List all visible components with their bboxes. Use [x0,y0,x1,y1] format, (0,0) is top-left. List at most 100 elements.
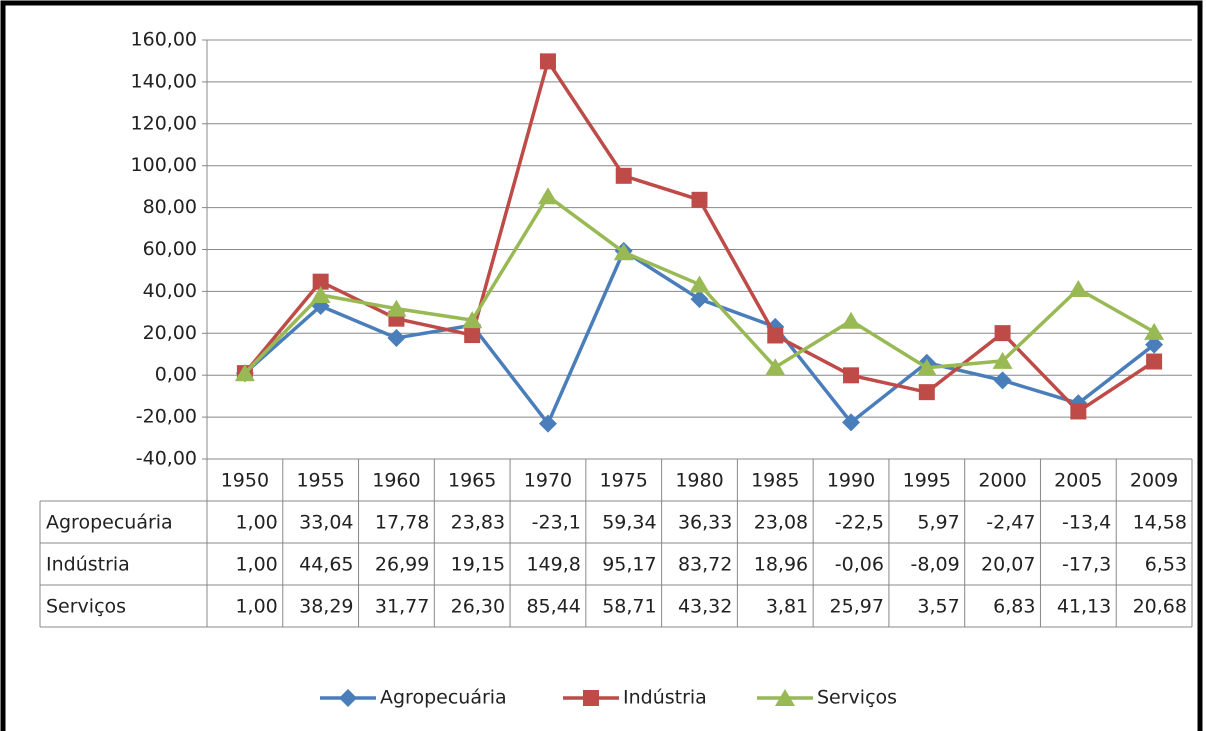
table-cell: 18,96 [754,554,808,576]
x-tick-label: 1975 [600,470,648,492]
marker [615,167,632,184]
legend-label: Indústria [623,687,707,709]
x-tick-label: 1980 [675,470,723,492]
y-tick-label: 20,00 [143,322,197,344]
table-cell: 20,68 [1133,596,1187,618]
marker [916,358,937,376]
marker [992,351,1013,369]
marker [464,327,481,344]
marker [767,327,784,344]
table-cell: 31,77 [375,596,429,618]
table-cell: 95,17 [602,554,656,576]
x-tick-label: 1985 [751,470,799,492]
x-tick-label: 1990 [827,470,875,492]
table-cell: 3,57 [917,596,959,618]
table-cell: 41,13 [1057,596,1111,618]
table-cell: 1,00 [235,596,277,618]
marker [994,325,1011,342]
y-tick-label: 80,00 [143,196,197,218]
marker [918,384,935,401]
table-cell: -2,47 [986,512,1035,534]
marker [539,53,556,70]
table-cell: 3,81 [766,596,808,618]
x-tick-label: 1950 [221,470,269,492]
table-cell: 59,34 [602,512,656,534]
table-cell: 25,97 [830,596,884,618]
marker [691,191,708,208]
table-cell: 44,65 [299,554,353,576]
marker [538,414,557,433]
table-cell: 38,29 [299,596,353,618]
marker [1146,353,1163,370]
marker [583,690,599,706]
marker [1145,335,1164,354]
table-cell: 85,44 [526,596,580,618]
table-cell: 1,00 [235,554,277,576]
table-cell: 58,71 [602,596,656,618]
table-cell: -8,09 [911,554,960,576]
x-tick-label: 1970 [524,470,572,492]
table-cell: -22,5 [835,512,884,534]
marker [387,328,406,347]
table-cell: -0,06 [835,554,884,576]
marker [234,364,255,382]
table-cell: 14,58 [1133,512,1187,534]
marker [339,689,357,707]
x-tick-label: 1960 [372,470,420,492]
table-cell: -23,1 [532,512,581,534]
x-tick-label: 2000 [978,470,1026,492]
table-cell: 26,99 [375,554,429,576]
marker [613,243,634,261]
legend-label: Agropecuária [380,687,507,709]
y-tick-label: 60,00 [143,238,197,260]
x-tick-label: 2005 [1054,470,1102,492]
marker [843,367,860,384]
table-row-label: Serviços [46,596,126,618]
table-cell: -13,4 [1062,512,1111,534]
marker [1070,403,1087,420]
marker [312,273,329,290]
x-tick-label: 2009 [1130,470,1178,492]
marker [775,689,795,706]
y-tick-label: 140,00 [131,70,197,92]
table-cell: 23,08 [754,512,808,534]
table-cell: 6,83 [993,596,1035,618]
y-tick-label: 40,00 [143,280,197,302]
table-cell: -17,3 [1062,554,1111,576]
marker [537,187,558,205]
table-cell: 149,8 [526,554,580,576]
marker [842,413,861,432]
table-cell: 83,72 [678,554,732,576]
table-cell: 36,33 [678,512,732,534]
y-tick-label: -40,00 [136,448,197,470]
marker [689,275,710,293]
marker [690,290,709,309]
marker [386,299,407,317]
table-cell: 19,15 [451,554,505,576]
table-cell: 43,32 [678,596,732,618]
table-cell: 33,04 [299,512,353,534]
x-tick-label: 1995 [903,470,951,492]
table-cell: 5,97 [917,512,959,534]
x-tick-label: 1965 [448,470,496,492]
marker [310,285,331,303]
table-row-label: Indústria [46,554,130,576]
marker [1144,322,1165,340]
y-tick-label: 0,00 [155,364,197,386]
y-tick-label: 100,00 [131,154,197,176]
table-cell: 20,07 [981,554,1035,576]
marker [462,311,483,329]
table-cell: 6,53 [1145,554,1187,576]
y-tick-label: 120,00 [131,112,197,134]
marker [765,358,786,376]
table-cell: 17,78 [375,512,429,534]
y-tick-label: 160,00 [131,29,197,51]
table-cell: 26,30 [451,596,505,618]
x-tick-label: 1955 [296,470,344,492]
table-cell: 23,83 [451,512,505,534]
legend-label: Serviços [817,687,897,709]
table-cell: 1,00 [235,512,277,534]
marker [841,311,862,329]
marker [993,371,1012,390]
